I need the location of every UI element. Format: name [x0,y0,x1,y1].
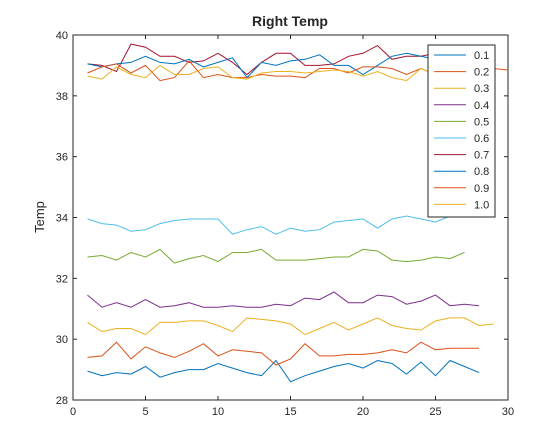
series-lines [87,43,509,383]
y-tick-label: 32 [56,273,68,285]
series-line-0-4 [87,291,480,308]
y-tick-label: 30 [56,334,68,346]
legend-label: 0.7 [474,150,489,162]
x-tick-label: 30 [502,406,514,418]
y-tick-label: 36 [56,152,68,164]
x-tick-label: 5 [142,406,148,418]
y-axis-label: Temp [32,201,47,233]
legend-label: 0.8 [474,166,489,178]
y-tick-label: 38 [56,91,68,103]
series-line-1-0 [87,64,465,82]
legend-label: 0.3 [474,83,489,95]
x-tick-label: 15 [284,406,296,418]
axis-ticks: 0 5 10 15 20 25 30 28 30 32 34 36 38 40 [56,30,514,418]
legend-label: 1.0 [474,199,489,211]
legend: 0.1 0.2 0.3 0.4 0.5 0.6 0.7 0.8 0.9 1.0 [427,44,496,218]
x-tick-label: 25 [429,406,441,418]
legend-label: 0.2 [474,67,489,79]
legend-label: 0.5 [474,116,489,128]
series-line-0-8 [87,52,436,79]
series-line-0-2 [87,341,479,366]
series-line-0-7 [87,43,465,76]
legend-label: 0.9 [474,183,489,195]
legend-label: 0.1 [474,50,489,62]
chart-title: Right Temp [252,13,328,29]
series-line-0-6 [87,215,451,235]
x-tick-label: 0 [70,406,76,418]
y-tick-label: 40 [56,30,68,42]
legend-label: 0.4 [474,100,489,112]
y-tick-label: 28 [56,395,68,407]
legend-label: 0.6 [474,133,489,145]
x-tick-label: 10 [212,406,224,418]
series-line-0-5 [87,248,465,264]
series-line-0-1 [87,359,480,383]
y-tick-label: 34 [56,213,68,225]
series-line-0-3 [87,317,494,336]
legend-box [427,44,496,218]
x-tick-label: 20 [357,406,369,418]
